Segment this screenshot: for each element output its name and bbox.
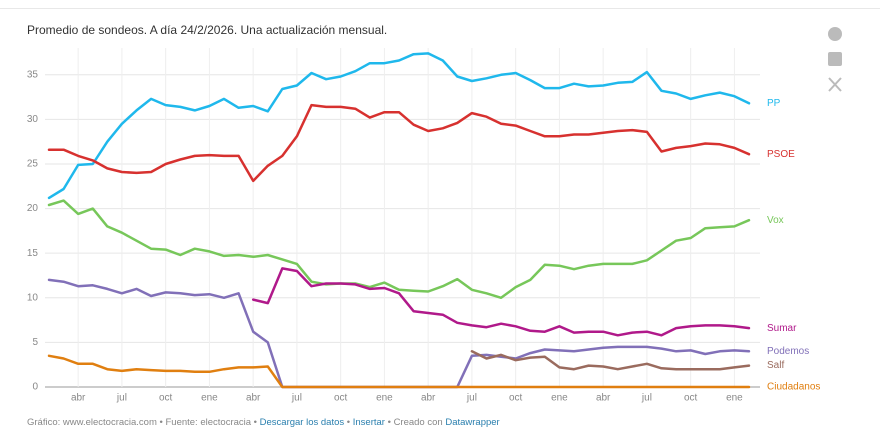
x-tick-label: jul xyxy=(641,393,652,404)
y-tick-label: 20 xyxy=(27,203,39,214)
x-tick-label: ene xyxy=(726,393,743,404)
x-tick-label: ene xyxy=(201,393,218,404)
download-link[interactable]: Descargar los datos xyxy=(259,417,345,428)
separator-dot: • xyxy=(159,417,163,428)
y-tick-label: 25 xyxy=(27,159,39,170)
x-tick-label: jul xyxy=(291,393,302,404)
x-tick-label: abr xyxy=(596,393,611,404)
source: Fuente: electocracia xyxy=(165,417,252,428)
chart-title: Promedio de sondeos. A día 24/2/2026. Un… xyxy=(27,23,388,37)
y-tick-label: 0 xyxy=(32,382,38,393)
series-line xyxy=(47,103,751,183)
series-label: Podemos xyxy=(767,346,809,357)
datawrapper-link[interactable]: Datawrapper xyxy=(445,417,500,428)
x-tick-label: oct xyxy=(684,393,698,404)
y-tick-label: 15 xyxy=(27,248,39,259)
embed-link[interactable]: Insertar xyxy=(352,417,385,428)
share-icons xyxy=(828,27,842,92)
x-tick-label: jul xyxy=(466,393,477,404)
separator xyxy=(0,8,880,9)
y-tick-label: 10 xyxy=(27,292,39,303)
series-label: Sumar xyxy=(767,323,797,334)
y-tick-label: 30 xyxy=(27,114,39,125)
footer: Gráfico: www.electocracia.com • Fuente: … xyxy=(27,417,500,428)
series-label: PSOE xyxy=(767,149,795,160)
separator-dot: • xyxy=(387,417,391,428)
y-tick-label: 5 xyxy=(32,337,38,348)
series-line xyxy=(251,267,751,337)
linkedin-icon[interactable] xyxy=(828,52,842,66)
x-tick-label: oct xyxy=(159,393,173,404)
y-tick-label: 35 xyxy=(27,69,39,80)
x-tick-label: jul xyxy=(116,393,127,404)
series-label: Salf xyxy=(767,360,784,371)
series-label: PP xyxy=(767,98,781,109)
x-tick-label: oct xyxy=(509,393,523,404)
made-with: Creado con xyxy=(393,417,443,428)
x-tick-label: oct xyxy=(334,393,348,404)
x-tick-label: abr xyxy=(246,393,261,404)
x-tick-label: ene xyxy=(376,393,393,404)
facebook-icon[interactable] xyxy=(828,27,842,41)
series-label: Vox xyxy=(767,215,784,226)
series-label: Ciudadanos xyxy=(767,382,820,393)
x-tick-label: abr xyxy=(71,393,86,404)
series-line xyxy=(47,354,751,389)
grid xyxy=(45,48,760,388)
separator-dot: • xyxy=(346,417,351,428)
separator-dot: • xyxy=(253,417,257,428)
series-line xyxy=(470,350,751,371)
series-line xyxy=(47,199,751,300)
series-line xyxy=(47,52,751,200)
x-icon[interactable] xyxy=(828,77,842,92)
x-tick-label: abr xyxy=(421,393,436,404)
x-tick-label: ene xyxy=(551,393,568,404)
credit: Gráfico: www.electocracia.com xyxy=(27,417,157,428)
